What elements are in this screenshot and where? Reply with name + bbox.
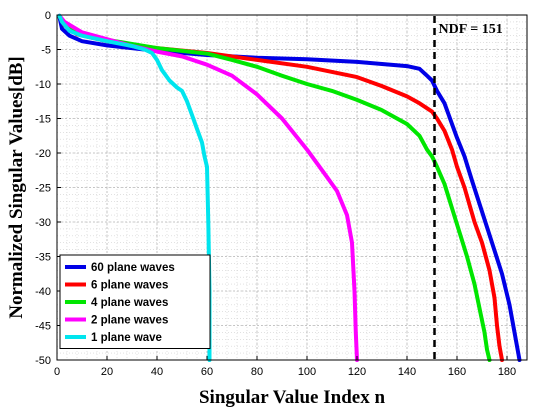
y-tick-label: -20 — [35, 148, 51, 160]
x-tick-label: 120 — [348, 366, 366, 378]
legend-label: 1 plane wave — [91, 332, 162, 344]
series-line — [57, 14, 492, 362]
axis-ticks: 0 20 40 60 80 100 120 140 160 180 0 -5 -10 -15 -20 -25 -… — [35, 10, 516, 378]
y-tick-label: -35 — [35, 252, 51, 264]
y-tick-label: -15 — [35, 114, 51, 126]
ndf-annotation: NDF = 151 — [439, 22, 503, 37]
legend-label: 2 plane waves — [91, 315, 168, 327]
y-tick-label: -50 — [35, 355, 51, 367]
y-tick-label: -40 — [35, 286, 51, 298]
legend-label: 6 plane waves — [91, 280, 168, 292]
x-tick-label: 60 — [201, 366, 213, 378]
legend-label: 60 plane waves — [91, 262, 175, 274]
series-line — [57, 13, 212, 362]
x-tick-label: 80 — [251, 366, 263, 378]
legend: 60 plane waves 6 plane waves 4 plane waves… — [59, 254, 211, 349]
y-tick-label: -5 — [41, 45, 51, 57]
x-axis-title: Singular Value Index n — [199, 387, 385, 408]
x-tick-label: 180 — [498, 366, 516, 378]
y-tick-label: -25 — [35, 183, 51, 195]
x-tick-label: 140 — [398, 366, 416, 378]
series-line — [57, 15, 522, 362]
x-tick-label: 0 — [54, 366, 60, 378]
x-tick-label: 100 — [298, 366, 316, 378]
y-axis-title: Normalized Singular Values[dB] — [6, 56, 27, 319]
y-tick-label: -10 — [35, 79, 51, 91]
legend-label: 4 plane waves — [91, 297, 168, 309]
x-tick-label: 160 — [448, 366, 466, 378]
y-tick-label: -30 — [35, 217, 51, 229]
series-lines — [57, 13, 522, 362]
y-tick-label: -45 — [35, 321, 51, 333]
x-tick-label: 20 — [101, 366, 113, 378]
y-tick-label: 0 — [45, 10, 51, 22]
x-tick-label: 40 — [151, 366, 163, 378]
